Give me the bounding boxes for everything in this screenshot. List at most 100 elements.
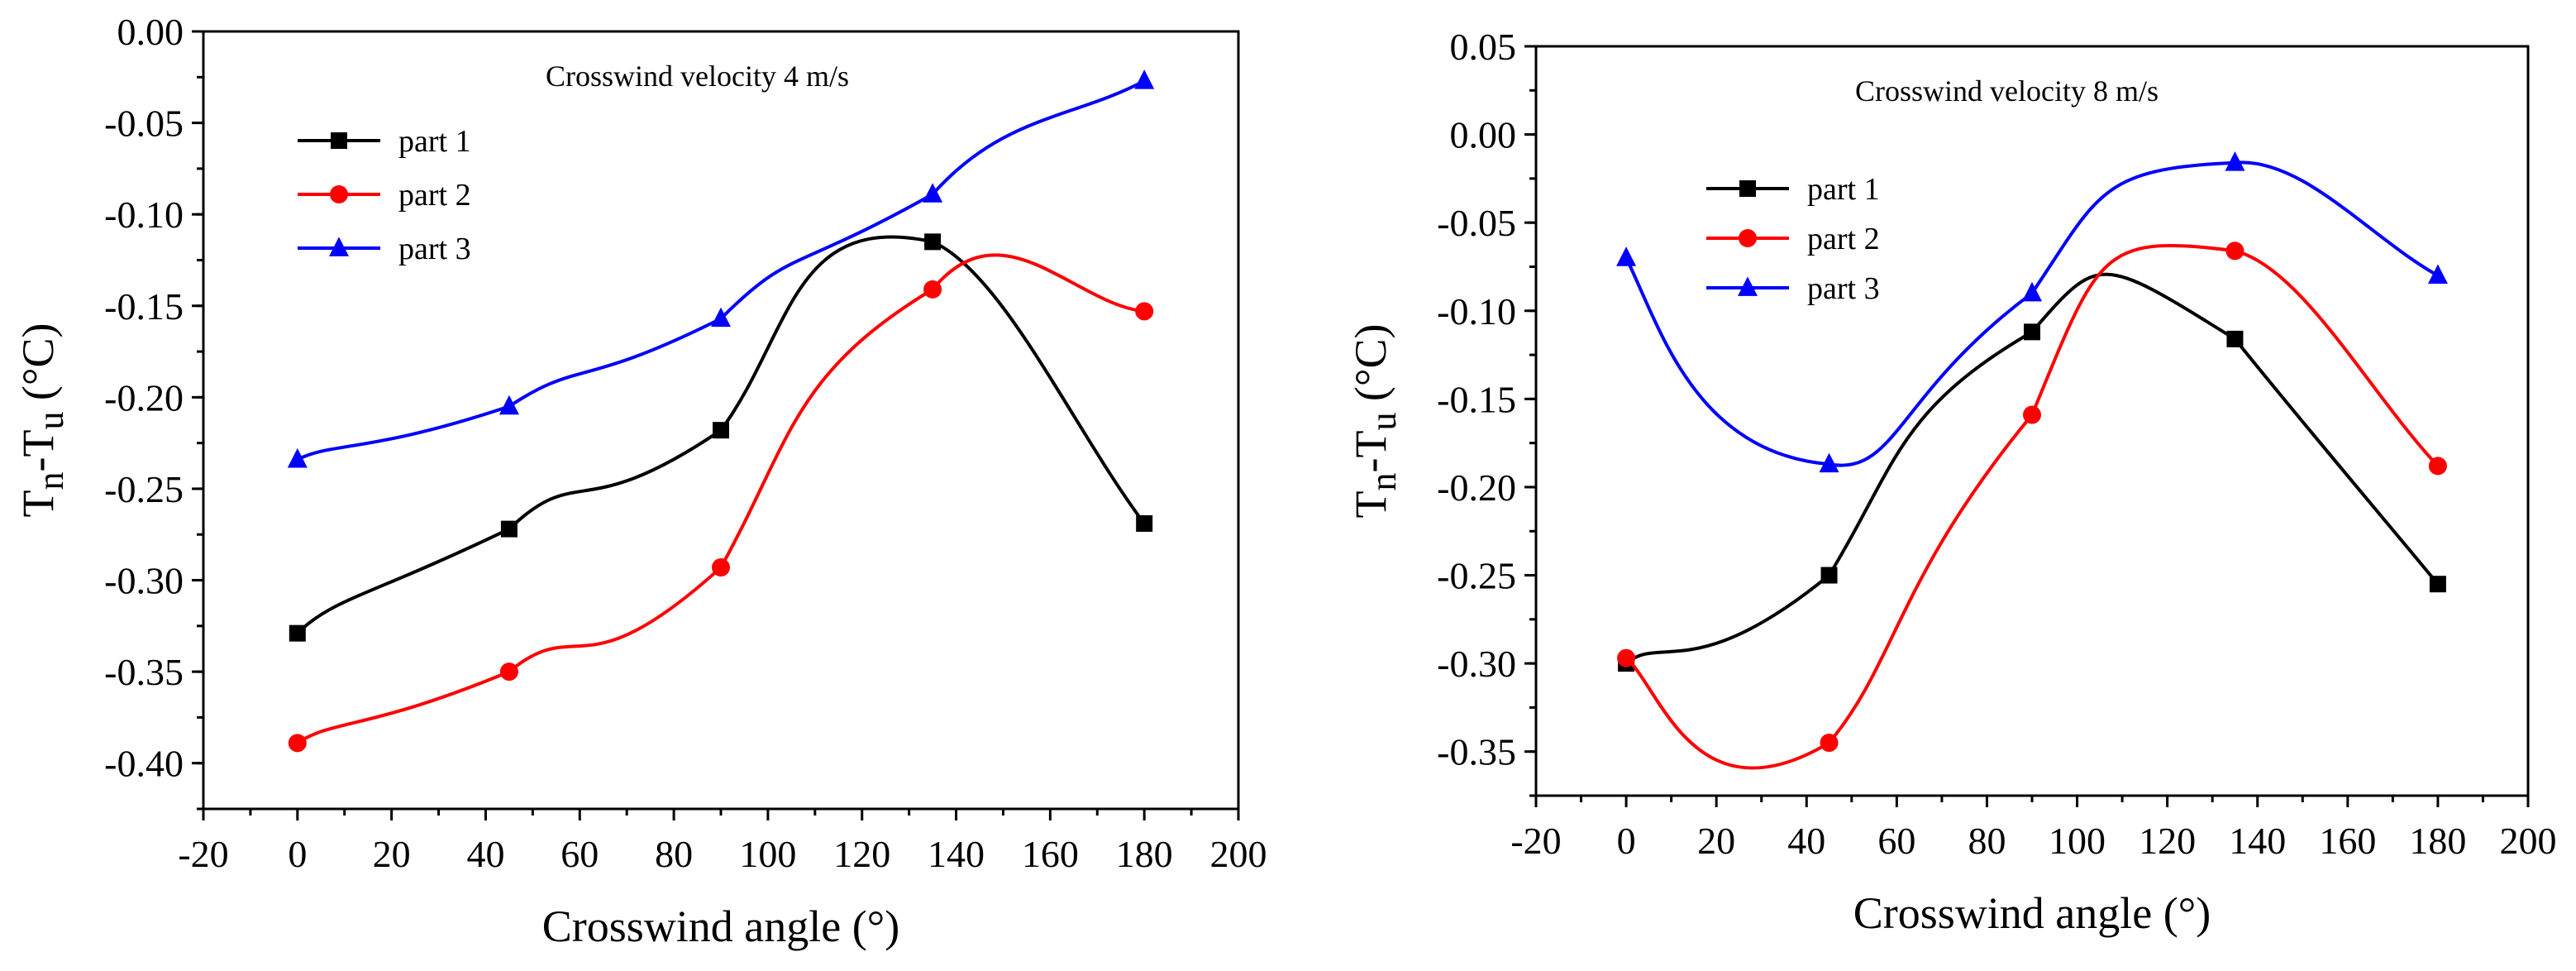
x-tick-label: 80 [655, 833, 693, 875]
data-point [2226, 330, 2244, 347]
legend-label: part 2 [398, 178, 471, 213]
y-tick-label: 0.00 [117, 11, 184, 53]
legend-marker [330, 185, 348, 203]
y-tick-label: -0.30 [1437, 643, 1516, 685]
legend-marker [1739, 180, 1756, 197]
x-tick-label: 80 [1968, 820, 2006, 862]
x-tick-label: 40 [466, 833, 504, 875]
data-point [711, 307, 731, 328]
data-point [499, 662, 518, 682]
series-line-2 [296, 253, 1145, 745]
velocity-annotation: Crosswind velocity 4 m/s [546, 60, 849, 93]
y-axis-title-part: T [1346, 491, 1395, 519]
data-point [1616, 246, 1637, 266]
y-tick-label: -0.25 [1437, 555, 1516, 597]
y-tick-label: -0.35 [104, 651, 184, 693]
x-tick-label: 60 [561, 833, 599, 875]
legend-label: part 3 [398, 232, 471, 266]
data-point [1134, 69, 1155, 89]
data-point [2024, 323, 2040, 341]
data-point [1820, 734, 1839, 753]
series-line-2 [1624, 243, 2440, 770]
y-axis-title-part: n [31, 472, 71, 490]
data-point [500, 520, 518, 538]
chart-panel-left: -20 0 20 40 60 80 100 120 140 160 180 200 0.00 -0.05 -… [13, 11, 1267, 951]
y-axis-title-part: T [13, 490, 63, 518]
y-axis-title-part: (°C) [1346, 323, 1395, 412]
data-point [287, 447, 308, 468]
data-point [288, 734, 307, 753]
data-point [1136, 514, 1153, 532]
data-point [1617, 648, 1636, 667]
legend-marker [331, 132, 347, 149]
data-point [1135, 302, 1154, 321]
y-tick-label: -0.05 [1437, 202, 1516, 244]
legend-marker [1739, 229, 1757, 247]
data-point [2022, 281, 2042, 302]
chart-panel-right: -20 0 20 40 60 80 100 120 140 160 180 200 0.05 0.00 -0… [1346, 26, 2557, 938]
data-point [2225, 151, 2245, 171]
y-tick-label: -0.10 [1437, 290, 1516, 332]
legend-marker [329, 237, 349, 256]
y-axis-title-part: -T [13, 430, 63, 472]
x-tick-label: 200 [1210, 833, 1267, 875]
data-point [499, 395, 519, 415]
data-point [2023, 405, 2041, 424]
plot-frame [202, 30, 1240, 811]
x-tick-label: 180 [1116, 833, 1173, 875]
y-tick-label: -0.30 [104, 560, 184, 602]
x-tick-label: 200 [2500, 820, 2557, 862]
x-tick-label: 180 [2409, 820, 2466, 862]
x-tick-label: 120 [2139, 820, 2196, 862]
y-tick-label: -0.35 [1437, 731, 1516, 773]
y-tick-label: 0.00 [1450, 114, 1517, 156]
data-point [924, 233, 942, 251]
x-tick-label: 140 [928, 833, 985, 875]
data-point [712, 558, 730, 577]
x-axis-title: Crosswind angle (°) [542, 902, 900, 951]
x-tick-label: 20 [1697, 820, 1735, 862]
data-point [923, 183, 943, 203]
data-point [2429, 576, 2446, 593]
x-tick-label: 0 [1617, 820, 1636, 862]
data-point [923, 280, 942, 299]
data-point [2225, 242, 2244, 261]
y-axis-title: Tn-Tu (°C) [13, 323, 71, 517]
series-line-1 [296, 235, 1146, 635]
x-tick-label: 60 [1877, 820, 1915, 862]
data-point [713, 422, 729, 439]
data-point [1819, 452, 1839, 473]
x-tick-label: 100 [2049, 820, 2106, 862]
x-tick-label: -20 [1510, 820, 1561, 862]
velocity-annotation: Crosswind velocity 8 m/s [1855, 74, 2159, 108]
y-tick-label: -0.20 [104, 376, 184, 419]
y-axis-title-part: -T [1346, 431, 1395, 473]
y-tick-label: -0.20 [1437, 466, 1516, 509]
y-tick-label: -0.15 [1437, 378, 1516, 420]
data-point [2427, 264, 2448, 285]
x-axis-title: Crosswind angle (°) [1853, 888, 2211, 938]
x-tick-label: -20 [178, 833, 228, 875]
data-point [2428, 457, 2447, 476]
x-tick-label: 40 [1787, 820, 1825, 862]
y-axis-title-part: u [1363, 413, 1404, 431]
legend-label: part 1 [1807, 172, 1880, 207]
y-axis-title: Tn-Tu (°C) [1346, 323, 1404, 518]
x-tick-label: 100 [739, 833, 796, 875]
legend-marker [1738, 276, 1758, 296]
y-tick-label: -0.25 [104, 468, 184, 510]
y-axis-title-part: (°C) [13, 323, 63, 411]
x-tick-label: 20 [373, 833, 411, 875]
x-tick-label: 0 [288, 833, 307, 875]
legend-label: part 2 [1807, 222, 1880, 256]
y-tick-label: -0.05 [104, 103, 184, 145]
y-tick-label: 0.05 [1450, 26, 1517, 68]
series-line-3 [1624, 160, 2439, 467]
x-tick-label: 160 [1022, 833, 1079, 875]
y-tick-label: -0.10 [104, 194, 184, 236]
y-axis-title-part: u [31, 412, 71, 430]
y-tick-label: -0.40 [104, 743, 184, 785]
x-tick-label: 160 [2319, 820, 2376, 862]
x-tick-label: 140 [2229, 820, 2286, 862]
